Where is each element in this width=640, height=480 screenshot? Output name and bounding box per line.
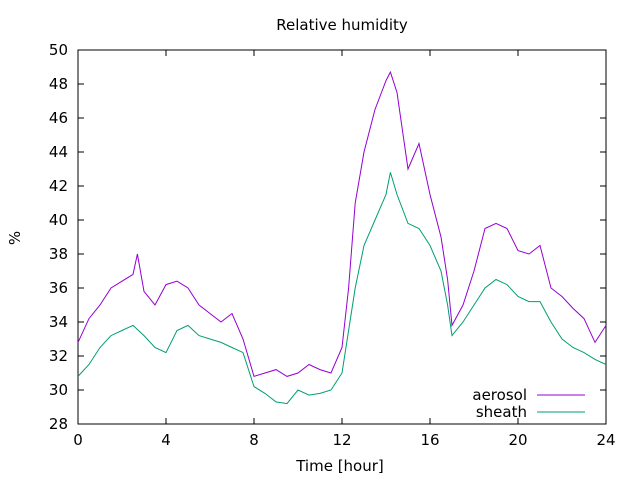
legend-label-aerosol: aerosol (472, 386, 527, 404)
x-tick-label: 16 (420, 431, 439, 449)
y-tick-label: 32 (49, 347, 68, 365)
y-axis-ticks: 28 30 32 34 36 38 40 42 44 46 48 50 (49, 41, 606, 433)
plot-frame (77, 49, 607, 425)
y-tick-label: 28 (49, 415, 68, 433)
x-tick-label: 24 (596, 431, 615, 449)
x-axis-ticks: 0 4 8 12 16 20 24 (73, 50, 616, 449)
y-tick-label: 34 (49, 313, 68, 331)
y-tick-label: 50 (49, 41, 68, 59)
y-tick-label: 48 (49, 75, 68, 93)
x-axis-label: Time [hour] (295, 457, 384, 475)
chart-title: Relative humidity (276, 16, 408, 34)
x-tick-label: 12 (332, 431, 351, 449)
series-line-aerosol (77, 70, 607, 378)
y-tick-label: 44 (49, 143, 68, 161)
legend-label-sheath: sheath (476, 403, 527, 421)
y-tick-label: 42 (49, 177, 68, 195)
y-tick-label: 30 (49, 381, 68, 399)
y-axis-label: % (6, 231, 24, 245)
y-tick-label: 36 (49, 279, 68, 297)
series-layer (77, 70, 607, 405)
y-tick-label: 38 (49, 245, 68, 263)
y-tick-label: 40 (49, 211, 68, 229)
x-tick-label: 8 (249, 431, 259, 449)
x-tick-label: 0 (73, 431, 83, 449)
y-tick-label: 46 (49, 109, 68, 127)
x-tick-label: 4 (161, 431, 171, 449)
series-line-sheath (77, 172, 607, 405)
x-tick-label: 20 (508, 431, 527, 449)
